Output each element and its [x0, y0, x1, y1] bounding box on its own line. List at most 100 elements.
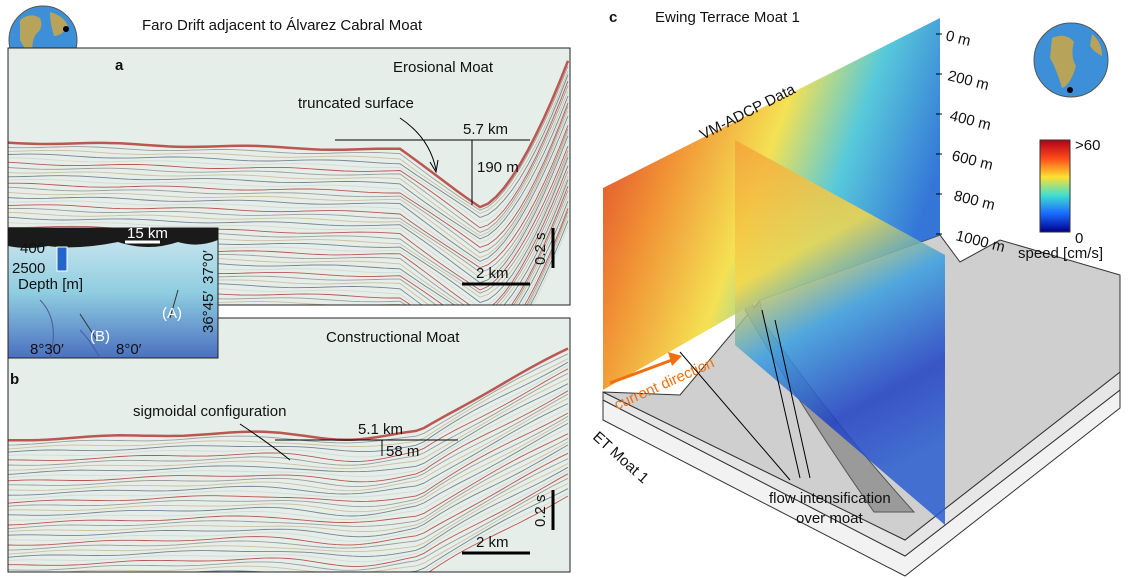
- reflector: [8, 419, 569, 513]
- reflector: [8, 452, 569, 546]
- reflector: [8, 60, 570, 209]
- inset-map: [7, 227, 219, 359]
- depth-label: 200 m: [946, 67, 991, 94]
- reflector: [8, 74, 569, 219]
- reflector: [423, 492, 569, 572]
- panel-label: a: [115, 57, 124, 74]
- panel-heading: Erosional Moat: [393, 59, 494, 76]
- reflector: [8, 80, 569, 229]
- reflector: [8, 358, 569, 450]
- annotation: 5.1 km: [358, 421, 403, 438]
- reflector: [8, 120, 569, 265]
- reflector: [8, 95, 569, 240]
- reflector: [8, 106, 569, 254]
- reflector: [8, 437, 569, 530]
- panel-label: b: [10, 371, 19, 388]
- annotation: truncated surface: [298, 95, 414, 112]
- depth-label: 400 m: [948, 107, 993, 134]
- arrow: [668, 352, 682, 366]
- reflector: [8, 423, 569, 517]
- annotation: sigmoidal configuration: [133, 403, 286, 420]
- reflector: [8, 393, 569, 488]
- reflector: [8, 135, 569, 284]
- annotation: 190 m: [477, 159, 519, 176]
- reflector: [8, 390, 569, 483]
- reflector: [8, 65, 569, 211]
- colorbar-label: >60: [1075, 137, 1100, 154]
- scale-label: 0.2 s: [532, 494, 549, 527]
- scale-label: 2 km: [476, 265, 509, 282]
- reflector: [8, 361, 569, 453]
- annotation: over moat: [796, 510, 864, 527]
- scale-label: 2 km: [476, 534, 509, 551]
- panel-frame: [7, 317, 571, 573]
- reflector: [8, 378, 569, 471]
- depth-label: 2500: [12, 260, 45, 277]
- panel-frame: [7, 47, 571, 306]
- reflector: [8, 408, 569, 501]
- reflector: [8, 463, 569, 555]
- reflector: [8, 470, 569, 563]
- reflector: [8, 448, 569, 542]
- reflector: [8, 441, 569, 533]
- reflector: [8, 477, 569, 571]
- panel-label: c: [609, 9, 617, 26]
- longitude-label: 8°0′: [116, 341, 142, 358]
- reflector: [8, 125, 569, 269]
- reflector: [8, 364, 569, 458]
- reflector: [8, 145, 569, 291]
- globe-icon: [1033, 22, 1109, 98]
- reflector: [8, 387, 569, 479]
- reflector: [8, 427, 569, 521]
- reflector: [8, 347, 569, 442]
- longitude-label: 8°30′: [30, 341, 64, 358]
- reflector: [8, 444, 569, 538]
- reflector: [8, 403, 569, 496]
- reflector: [189, 488, 569, 572]
- profile-label: (A): [162, 305, 182, 322]
- reflector: [8, 412, 569, 504]
- reflector: [8, 128, 569, 273]
- reflector: [8, 368, 569, 462]
- reflector: [8, 110, 569, 259]
- arrow: [609, 358, 673, 385]
- reflector: [8, 415, 569, 508]
- reflector: [8, 115, 569, 262]
- arrow: [239, 423, 291, 461]
- scale-label: 15 km: [127, 225, 168, 242]
- latitude-label: 36°45′: [200, 291, 217, 333]
- depth-label: 800 m: [952, 187, 997, 214]
- adcp-section: [735, 140, 945, 525]
- annotation: flow intensification: [769, 490, 891, 507]
- reflector: [8, 131, 569, 279]
- reflector: [8, 433, 569, 526]
- reflector: [8, 353, 569, 446]
- reflector: [8, 397, 569, 492]
- panel-title: Faro Drift adjacent to Álvarez Cabral Mo…: [142, 17, 423, 34]
- colorbar-title: speed [cm/s]: [1018, 245, 1103, 262]
- arrow: [429, 159, 439, 174]
- arrow: [399, 117, 437, 171]
- reflector: [8, 70, 569, 215]
- annotation: 58 m: [386, 443, 419, 460]
- depth-label: 0 m: [944, 27, 972, 50]
- profile-label: (B): [90, 328, 110, 345]
- reflector: [61, 483, 569, 572]
- colorbar: [1039, 139, 1071, 233]
- scale-label: 0.2 s: [532, 232, 549, 265]
- panel-title: Ewing Terrace Moat 1: [655, 9, 800, 26]
- arrow: [679, 309, 811, 481]
- annotation: 5.7 km: [463, 121, 508, 138]
- depth-title: Depth [m]: [18, 276, 83, 293]
- reflector: [8, 458, 569, 551]
- seismic-profile: [8, 318, 570, 572]
- reflector: [8, 85, 569, 233]
- reflector: [8, 473, 569, 567]
- reflector: [428, 495, 569, 572]
- latitude-label: 37°0′: [200, 250, 217, 284]
- panel-heading: Constructional Moat: [326, 329, 460, 346]
- reflector: [8, 383, 569, 475]
- reflector: [8, 77, 569, 224]
- reflector: [8, 466, 569, 558]
